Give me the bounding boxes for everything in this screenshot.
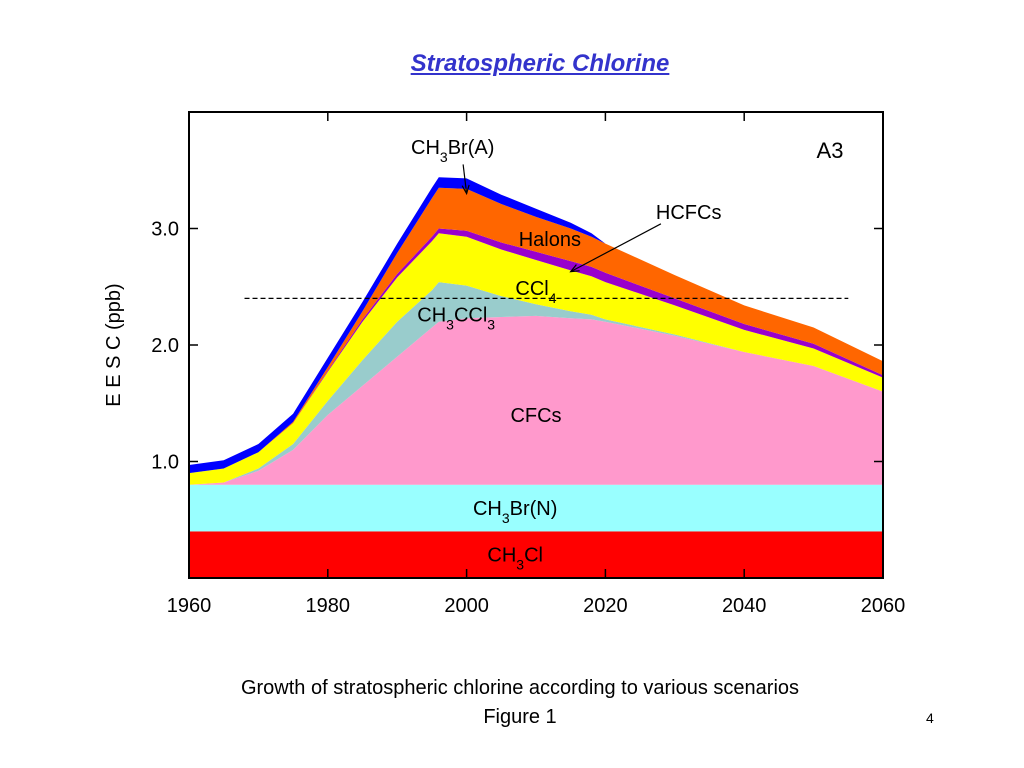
y-tick-label-1.0: 1.0 xyxy=(151,452,179,474)
caption-line-2: Figure 1 xyxy=(483,706,557,728)
x-tick-label-1960: 1960 xyxy=(167,595,212,617)
x-tick-label-2040: 2040 xyxy=(722,595,767,617)
x-tick-label-2020: 2020 xyxy=(583,595,628,617)
series-label-ch3br-a: CH3Br(A) xyxy=(411,137,494,165)
axis-tick-labels: 1960 1980 2000 2020 2040 2060 1.0 2.0 3.0 xyxy=(151,219,905,618)
series-label-ccl4: CCl4 xyxy=(515,278,556,306)
area-ccl4 xyxy=(189,233,883,485)
arrow-hcfcs-head xyxy=(569,264,580,273)
axis-ticks xyxy=(188,112,884,578)
area-cfcs xyxy=(189,315,883,485)
series-label-cfcs: CFCs xyxy=(510,405,561,427)
y-tick-label-2.0: 2.0 xyxy=(151,335,179,357)
series-label-ch3br-n: CH3Br(N) xyxy=(473,498,557,526)
x-tick-label-1980: 1980 xyxy=(306,595,351,617)
arrow-ch3br-a xyxy=(462,164,468,194)
slide-number: 4 xyxy=(926,710,934,726)
series-label-hcfcs: HCFCs xyxy=(656,202,722,224)
area-ch3cl xyxy=(189,531,883,578)
x-tick-label-2060: 2060 xyxy=(861,595,906,617)
area-ch3br-n xyxy=(189,484,883,532)
arrow-hcfcs xyxy=(570,223,662,273)
arrow-ch3br-a-head xyxy=(461,184,470,196)
stacked-areas xyxy=(189,177,883,578)
caption-line-1: Growth of stratospheric chlorine accordi… xyxy=(240,677,800,699)
slide-title: Stratospheric Chlorine xyxy=(410,50,670,77)
series-label-ch3cl: CH3Cl xyxy=(487,545,543,573)
series-label-ch3ccl3: CH3CCl3 xyxy=(417,305,495,333)
panel-label: A3 xyxy=(817,138,844,163)
y-tick-label-3.0: 3.0 xyxy=(151,219,179,241)
y-axis-label: E E S C (ppb) xyxy=(103,283,125,406)
area-halons xyxy=(189,187,883,474)
x-tick-label-2000: 2000 xyxy=(444,595,489,617)
annotations: CH3Cl CH3Br(N) CFCs CH3CCl3 CCl4 HCFCs Halons C… xyxy=(411,137,721,573)
series-label-halons: Halons xyxy=(519,229,581,251)
